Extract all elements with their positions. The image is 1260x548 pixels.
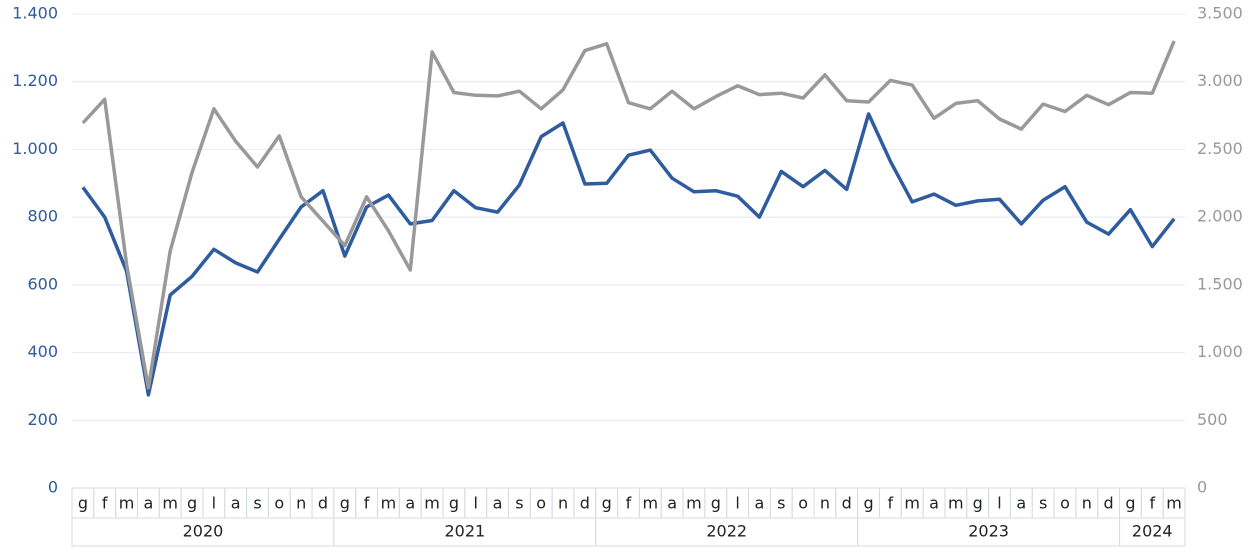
x-tick-label: g [449, 494, 459, 513]
x-tick-label: n [820, 494, 830, 513]
x-tick-label: o [274, 494, 284, 513]
x-tick-label: o [1060, 494, 1070, 513]
x-tick-label: g [863, 494, 873, 513]
x-tick-label: a [405, 494, 415, 513]
y-tick-label: 0 [48, 478, 58, 497]
x-tick-label: m [381, 494, 397, 513]
x-tick-label: f [626, 494, 632, 513]
x-tick-label: o [798, 494, 808, 513]
x-tick-label: m [424, 494, 440, 513]
x-tick-label: a [231, 494, 241, 513]
y2-tick-label: 3.500 [1197, 4, 1243, 23]
y-tick-label: 1.000 [12, 139, 58, 158]
x-tick-label: a [143, 494, 153, 513]
x-tick-label: f [1149, 494, 1155, 513]
y-tick-label: 600 [27, 274, 58, 293]
y2-tick-label: 1.500 [1197, 274, 1243, 293]
y-tick-label: 800 [27, 207, 58, 226]
y2-tick-label: 3.000 [1197, 71, 1243, 90]
x-tick-label: o [536, 494, 546, 513]
y2-tick-label: 2.000 [1197, 207, 1243, 226]
x-tick-label: a [755, 494, 765, 513]
x-tick-label: g [340, 494, 350, 513]
x-tick-label: s [1039, 494, 1047, 513]
year-label: 2024 [1132, 522, 1173, 541]
x-tick-label: l [997, 494, 1001, 513]
x-tick-label: g [602, 494, 612, 513]
x-tick-label: l [735, 494, 739, 513]
x-tick-label: m [948, 494, 964, 513]
y2-tick-label: 0 [1197, 478, 1207, 497]
x-tick-label: a [1016, 494, 1026, 513]
y-tick-label: 200 [27, 410, 58, 429]
year-label: 2022 [706, 522, 747, 541]
x-tick-label: s [253, 494, 261, 513]
x-tick-label: a [493, 494, 503, 513]
x-tick-label: g [973, 494, 983, 513]
x-tick-label: l [474, 494, 478, 513]
x-tick-label: a [929, 494, 939, 513]
x-tick-label: m [686, 494, 702, 513]
x-tick-label: n [558, 494, 568, 513]
x-tick-label: m [904, 494, 920, 513]
x-tick-label: d [318, 494, 328, 513]
year-label: 2023 [968, 522, 1009, 541]
x-tick-label: g [1125, 494, 1135, 513]
x-tick-label: m [162, 494, 178, 513]
y-tick-label: 400 [27, 342, 58, 361]
x-tick-label: d [842, 494, 852, 513]
x-tick-label: f [102, 494, 108, 513]
x-tick-label: f [364, 494, 370, 513]
x-tick-label: m [643, 494, 659, 513]
x-tick-label: m [119, 494, 135, 513]
x-tick-label: g [187, 494, 197, 513]
x-tick-label: n [1082, 494, 1092, 513]
x-tick-label: g [711, 494, 721, 513]
year-cell [1119, 517, 1186, 547]
series-line [81, 112, 1176, 397]
x-tick-label: l [212, 494, 216, 513]
y2-tick-label: 1.000 [1197, 342, 1243, 361]
year-label: 2021 [444, 522, 485, 541]
series-line [81, 40, 1176, 390]
x-tick-label: s [777, 494, 785, 513]
y2-tick-label: 500 [1197, 410, 1228, 429]
y-tick-label: 1.400 [12, 4, 58, 23]
x-tick-label: s [515, 494, 523, 513]
x-tick-label: n [296, 494, 306, 513]
y-tick-label: 1.200 [12, 71, 58, 90]
x-tick-label: a [667, 494, 677, 513]
x-tick-label: d [580, 494, 590, 513]
year-label: 2020 [183, 522, 224, 541]
x-tick-label: f [888, 494, 894, 513]
x-tick-label: d [1104, 494, 1114, 513]
x-tick-label: m [1166, 494, 1182, 513]
y2-tick-label: 2.500 [1197, 139, 1243, 158]
x-tick-label: g [78, 494, 88, 513]
